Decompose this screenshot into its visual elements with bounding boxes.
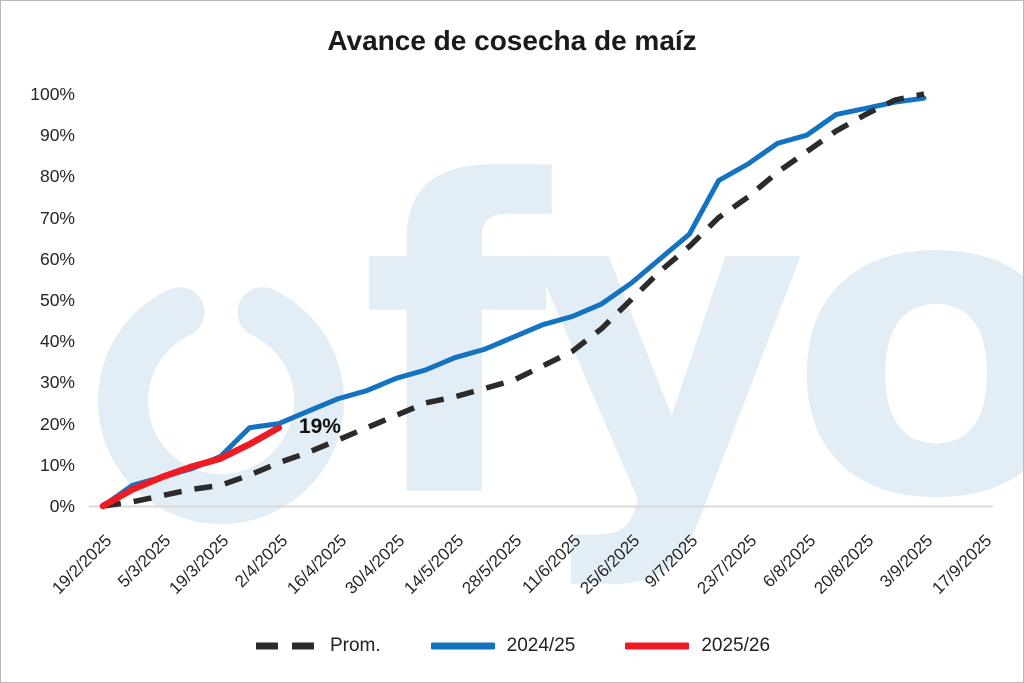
y-tick-label: 30% <box>39 372 75 393</box>
data-label-19pct: 19% <box>298 414 341 438</box>
legend-line-sample-icon <box>430 642 495 650</box>
chart-legend: Prom. 2024/25 2025/26 <box>1 635 1023 657</box>
legend-item-prom-: Prom. <box>254 635 381 657</box>
y-tick-label: 40% <box>39 331 75 352</box>
y-tick-label: 20% <box>39 413 75 434</box>
series-line-prom- <box>102 91 925 509</box>
y-tick-label: 60% <box>39 248 75 269</box>
y-tick-label: 10% <box>39 454 75 475</box>
legend-label: 2025/26 <box>701 635 771 656</box>
y-tick-label: 80% <box>39 166 75 187</box>
chart-title: Avance de cosecha de maíz <box>327 25 697 56</box>
legend-item-2024-25: 2024/25 <box>430 635 576 657</box>
legend-item-2025-26: 2025/26 <box>625 635 770 657</box>
y-tick-label: 70% <box>39 207 75 228</box>
legend-line-sample-icon <box>625 642 690 650</box>
series-line-2025-26 <box>99 424 283 510</box>
y-tick-label: 0% <box>49 496 75 516</box>
legend-label: 2024/25 <box>506 635 576 656</box>
legend-line-sample-icon <box>255 642 316 650</box>
y-tick-label: 100% <box>30 84 75 104</box>
legend-label: Prom. <box>329 635 381 656</box>
y-tick-label: 90% <box>39 125 75 146</box>
series-line-2024-25 <box>100 95 927 509</box>
y-tick-label: 50% <box>39 290 75 310</box>
